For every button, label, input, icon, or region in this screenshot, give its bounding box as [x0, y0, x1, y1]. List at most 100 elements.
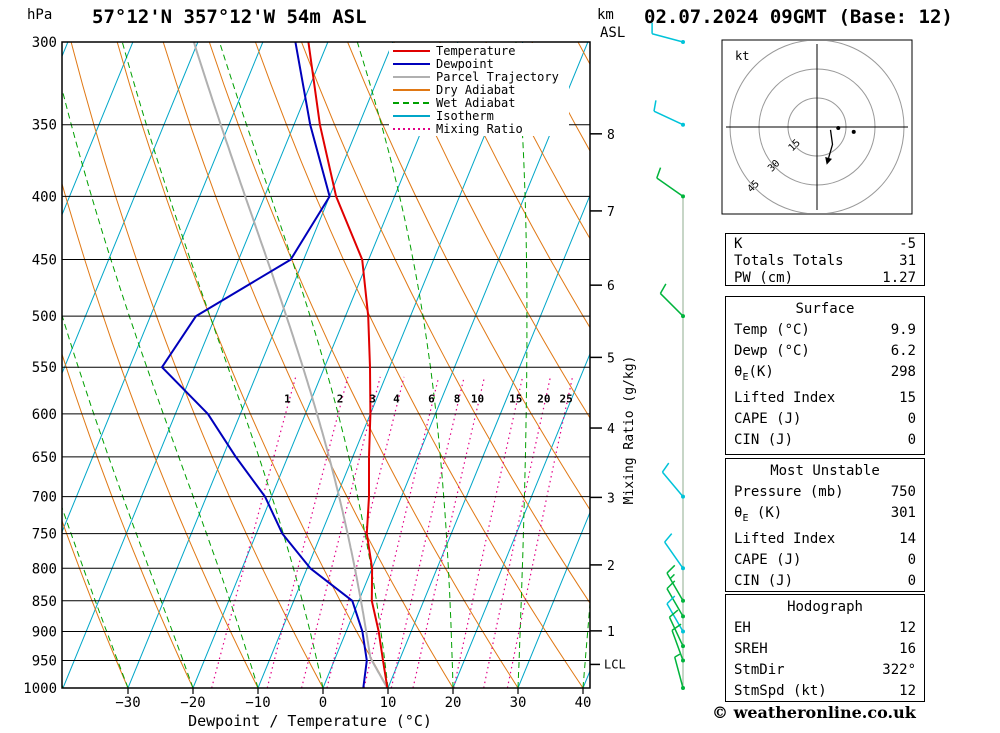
copyright-text: © weatheronline.co.uk — [712, 703, 916, 722]
wet-adiabat-line — [62, 506, 129, 688]
metric-value: 9.9 — [890, 322, 916, 338]
metric-row: CIN (J) 0 — [734, 430, 916, 451]
stats-section-hodograph: Hodograph EH 12 SREH 16 StmDir 322° StmSpd (kt)… — [725, 594, 925, 702]
metric-label: K — [734, 236, 743, 252]
mixing-ratio-label: 1 — [284, 393, 291, 406]
isotherm-line — [257, 42, 524, 688]
temperature-curve — [307, 42, 389, 688]
mixing-ratio-label: 2 — [337, 393, 344, 406]
wind-barb-full — [664, 533, 673, 543]
pressure-tick-label: 450 — [32, 253, 57, 269]
km-tick-label: 8 — [607, 128, 615, 143]
wind-barb — [671, 623, 685, 663]
isotherm-line — [452, 352, 590, 688]
mixing-ratio-axis-label: Mixing Ratio (g/kg) — [622, 356, 637, 505]
wind-barb-staff — [666, 572, 684, 602]
mixing-ratio-line — [390, 376, 465, 688]
wind-barb — [659, 283, 685, 319]
temp-tick-label: −30 — [115, 695, 140, 711]
wind-barb — [651, 22, 685, 44]
lcl-label: LCL — [604, 657, 626, 671]
pressure-tick-label: 350 — [32, 118, 57, 134]
wind-barb — [666, 580, 685, 619]
dry-adiabat-line — [208, 42, 519, 688]
temp-tick-label: −20 — [180, 695, 205, 711]
metric-label: θE (K) — [734, 505, 783, 524]
metric-value: 14 — [899, 530, 916, 547]
temp-tick-label: 10 — [380, 695, 397, 711]
dry-adiabat-line — [485, 42, 590, 240]
wind-barb-full — [656, 167, 662, 179]
isotherm-line — [517, 511, 590, 688]
wind-barb-full — [666, 595, 676, 605]
pressure-tick-label: 950 — [32, 653, 57, 669]
legend-label: Dry Adiabat — [436, 83, 515, 97]
metric-label: CIN (J) — [734, 572, 794, 589]
isotherm-line — [62, 42, 134, 217]
wind-barb — [664, 533, 685, 571]
km-tick-label: 6 — [607, 279, 615, 294]
metric-value: 15 — [899, 389, 916, 406]
km-tick-label: 3 — [607, 491, 615, 506]
mixing-ratio-line — [266, 376, 349, 688]
metric-label: EH — [734, 620, 751, 636]
metric-row: Lifted Index 15 — [734, 388, 916, 409]
isotherm-line — [387, 193, 590, 688]
mixing-ratio-line — [506, 376, 574, 688]
metric-row: θE(K) 298 — [734, 362, 916, 388]
isotherm-line — [0, 42, 3, 688]
metric-value: 16 — [899, 641, 916, 657]
datetime-title: 02.07.2024 09GMT (Base: 12) — [644, 6, 953, 28]
mixing-ratio-label: 8 — [454, 393, 461, 406]
dry-adiabat-line — [393, 42, 590, 419]
metric-value: 298 — [890, 364, 916, 380]
metric-row: CAPE (J) 0 — [734, 550, 916, 571]
metric-value: 750 — [890, 484, 916, 500]
wind-barb-staff — [651, 32, 684, 43]
legend-label: Temperature — [436, 44, 515, 58]
pressure-tick-label: 650 — [32, 450, 57, 466]
metric-value: 1.27 — [882, 270, 916, 286]
wind-barb-staff — [666, 588, 684, 617]
metric-value: 12 — [899, 683, 916, 699]
km-tick-label: 1 — [607, 625, 615, 640]
temp-axis-label: Dewpoint / Temperature (°C) — [188, 712, 432, 730]
legend-label: Dewpoint — [436, 57, 494, 71]
section-title: Surface — [795, 301, 855, 317]
metric-label: Lifted Index — [734, 389, 836, 406]
wind-barb — [661, 462, 685, 499]
metric-label: PW (cm) — [734, 270, 794, 286]
metric-label: θE(K) — [734, 364, 774, 383]
metric-row: Temp (°C) 9.9 — [734, 320, 916, 341]
asl-unit-label: ASL — [600, 25, 625, 41]
metric-value: 6.2 — [890, 343, 916, 359]
legend-label: Isotherm — [436, 109, 494, 123]
wind-barb-full — [666, 564, 676, 574]
wind-barb-staff — [673, 656, 684, 689]
wind-barb-full — [666, 580, 676, 590]
wind-barb-staff — [664, 541, 684, 569]
wet-adiabat-line — [648, 42, 728, 688]
wind-barb — [653, 100, 685, 127]
plot-area-border — [61, 41, 591, 689]
metric-value: 0 — [907, 572, 916, 589]
pressure-unit-label: hPa — [27, 7, 52, 23]
wind-barb — [656, 167, 685, 199]
metric-label: StmDir — [734, 662, 785, 678]
wind-barb-staff — [668, 616, 684, 647]
metric-label: Totals Totals — [734, 253, 844, 269]
wind-barb-staff — [659, 292, 684, 317]
wind-barb-full — [671, 623, 682, 632]
mixing-ratio-label: 25 — [559, 393, 572, 406]
pressure-tick-label: 600 — [32, 407, 57, 423]
wind-barb-staff — [666, 603, 684, 632]
hodograph-dot — [836, 125, 841, 130]
metric-value: 0 — [907, 431, 916, 448]
wind-barb-full — [668, 609, 679, 618]
metric-row: StmDir 322° — [734, 660, 916, 681]
temp-tick-label: 30 — [510, 695, 527, 711]
metric-label: StmSpd (kt) — [734, 683, 827, 699]
metric-row: CIN (J) 0 — [734, 571, 916, 592]
metric-value: 301 — [890, 505, 916, 521]
